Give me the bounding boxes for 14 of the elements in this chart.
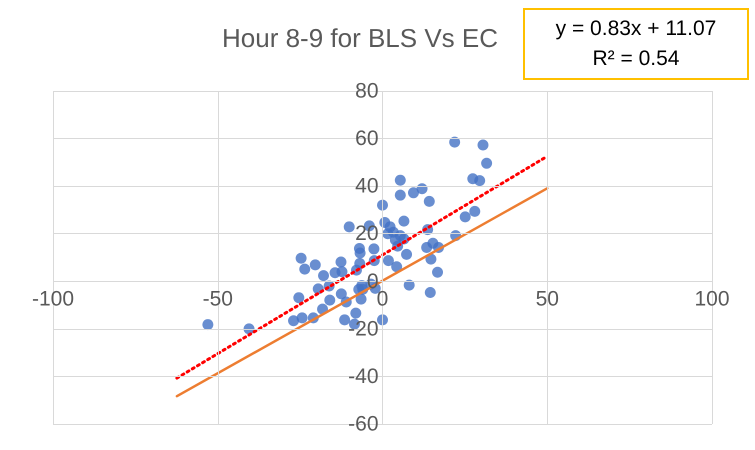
y-tick-label: -20: [348, 317, 378, 340]
y-tick-label: 20: [355, 222, 378, 246]
x-tick-label: 100: [694, 287, 730, 310]
y-tick-label: 80: [355, 80, 378, 102]
x-tick-label: -100: [32, 287, 74, 310]
y-tick-label: 40: [355, 174, 378, 198]
x-tick-label: -50: [202, 287, 233, 310]
y-tick-label: 0: [366, 270, 378, 293]
y-tick-label: -60: [348, 412, 378, 436]
equation-box: y = 0.83x + 11.07 R² = 0.54: [523, 8, 749, 80]
x-tick-label: 50: [536, 287, 559, 310]
y-tick-label: -40: [348, 364, 378, 388]
chart-title: Hour 8-9 for BLS Vs EC: [222, 23, 498, 53]
y-tick-label: 60: [355, 127, 378, 150]
